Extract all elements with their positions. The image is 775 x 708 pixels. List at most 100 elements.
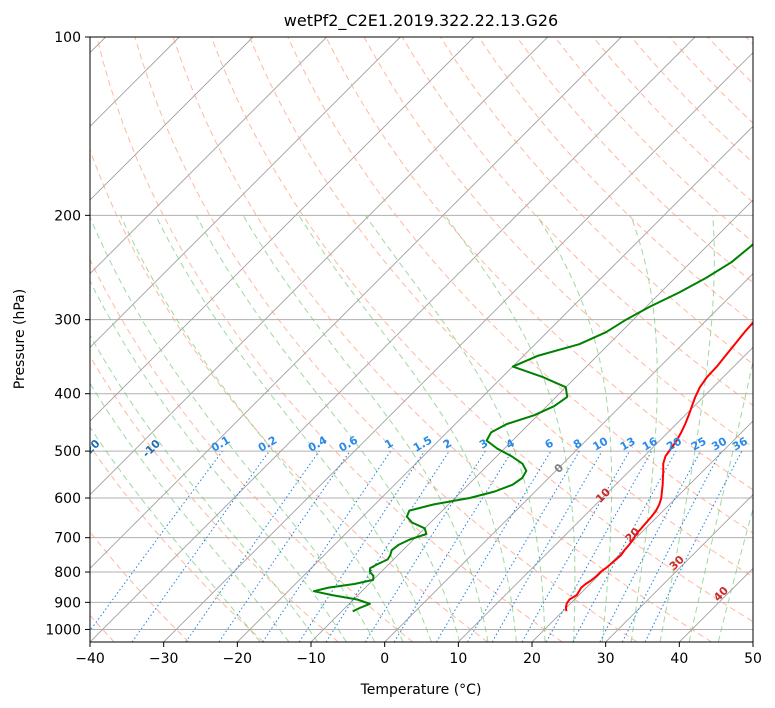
y-tick-label: 700: [54, 531, 81, 547]
mixing-ratio-line: [545, 450, 653, 642]
isotherm-line: [752, 641, 753, 642]
mixing-ratio-line: [218, 450, 351, 642]
x-axis-label: Temperature (°C): [360, 682, 482, 698]
x-tick-label: −20: [223, 651, 253, 667]
x-tick-label: 0: [380, 651, 389, 667]
x-tick-label: 30: [597, 651, 615, 667]
mixing-ratio-lines: [90, 450, 743, 642]
y-tick-label: 100: [54, 30, 81, 46]
moist-adiabat-label: 30: [667, 553, 687, 573]
isotherm-line: [90, 37, 475, 422]
moist-adiabat-line: [120, 215, 404, 642]
moist-adiabat-line: [659, 215, 715, 642]
mixing-ratio-label: 6: [543, 436, 556, 451]
dry-adiabat-line: [90, 148, 488, 642]
moist-adiabat-line: [536, 215, 613, 642]
dry-adiabat-line: [210, 37, 753, 623]
dry-adiabat-label: -20: [79, 437, 102, 460]
isotherm-line: [90, 37, 548, 496]
moist-adiabat-line: [444, 215, 576, 642]
moist-adiabat-line: [90, 426, 261, 642]
x-axis-ticks: −40 −30 −20 −10 0 10 20 30 40 50: [75, 642, 762, 667]
isotherm-line: [679, 567, 753, 642]
mixing-ratio-line: [185, 450, 320, 642]
dry-adiabat-line: [172, 37, 712, 642]
moist-adiabat-line: [155, 215, 432, 642]
pressure-gridlines: [90, 214, 753, 630]
moist-adiabat-label: 0: [552, 461, 567, 476]
mixing-ratio-line: [599, 450, 701, 642]
isotherm-line: [90, 37, 254, 201]
dry-adiabat-line: [592, 37, 753, 203]
dry-adiabat-line: [745, 37, 753, 45]
moist-adiabat-label: 10: [593, 485, 613, 505]
mixing-ratio-line: [435, 450, 552, 642]
y-tick-label: 300: [54, 313, 81, 329]
dry-adiabat-line: [439, 37, 753, 365]
skewed-isotherms: [90, 37, 753, 642]
mixing-ratio-line: [325, 450, 450, 642]
isotherm-line: [605, 494, 753, 642]
mixing-ratio-line: [521, 450, 630, 642]
sounding-series: [312, 242, 753, 613]
dry-adiabats: [90, 37, 753, 642]
mixing-ratio-line: [572, 450, 677, 642]
dry-adiabat-line: [90, 445, 264, 642]
dry-adiabat-line: [478, 37, 753, 324]
x-tick-label: 10: [449, 651, 467, 667]
dry-adiabat-line: [90, 355, 339, 642]
x-tick-label: 40: [670, 651, 688, 667]
mixing-ratio-line: [90, 450, 223, 632]
mixing-ratio-line: [262, 450, 392, 642]
moist-adiabat-line: [298, 215, 517, 642]
isotherm-line: [384, 273, 753, 642]
y-axis-ticks: 100 200 300 400 500 600 700 800 900 1000: [45, 30, 90, 638]
x-tick-label: 20: [523, 651, 541, 667]
isotherm-line: [237, 125, 753, 642]
y-axis-label: Pressure (hPa): [12, 289, 28, 389]
moist-adiabat-line: [195, 215, 461, 642]
isotherm-line: [90, 37, 622, 569]
dry-adiabat-line: [96, 37, 563, 642]
isotherm-line: [310, 199, 753, 642]
y-tick-label: 500: [54, 444, 81, 460]
chart-title: wetPf2_C2E1.2019.322.22.13.G26: [284, 11, 558, 31]
moist-adiabat-line: [630, 215, 658, 642]
y-tick-label: 200: [54, 208, 81, 224]
moist-adiabats: [90, 215, 753, 642]
plot-area: 0.10.20.40.611.52346810131620253036-100-…: [19, 37, 753, 642]
plot-frame: [89, 36, 754, 643]
y-tick-label: 1000: [45, 622, 81, 638]
mixing-ratio-label: 2: [441, 437, 454, 452]
dry-adiabat-line: [325, 37, 753, 491]
mixing-ratio-line: [644, 450, 743, 642]
dry-adiabat-label: -10: [140, 437, 163, 460]
x-tick-label: 50: [744, 651, 762, 667]
y-tick-label: 800: [54, 565, 81, 581]
dry-adiabat-line: [287, 37, 753, 534]
isotherm-line: [163, 52, 753, 642]
dry-adiabat-line: [90, 258, 414, 642]
x-tick-label: −30: [149, 651, 179, 667]
dry-adiabat-line: [249, 37, 753, 578]
mixing-ratio-line: [298, 450, 425, 642]
dry-adiabat-line: [516, 37, 753, 284]
x-tick-label: −40: [75, 651, 105, 667]
moist-adiabat-line: [90, 382, 290, 642]
y-tick-label: 400: [54, 387, 81, 403]
moist-adiabat-line: [364, 215, 546, 642]
y-tick-label: 900: [54, 595, 81, 611]
temperature-line: [565, 321, 753, 612]
moist-adiabat-line: [717, 506, 753, 642]
dewpoint-line: [312, 242, 753, 613]
isotherm-line: [90, 37, 401, 348]
dry-adiabat-line: [669, 37, 753, 124]
x-tick-label: −10: [296, 651, 326, 667]
y-tick-label: 600: [54, 491, 81, 507]
moist-adiabat-line: [242, 215, 489, 642]
isotherm-line: [90, 37, 327, 275]
dry-adiabat-label: -30: [19, 437, 42, 460]
isotherm-line: [458, 346, 753, 642]
isotherm-line: [90, 37, 696, 642]
